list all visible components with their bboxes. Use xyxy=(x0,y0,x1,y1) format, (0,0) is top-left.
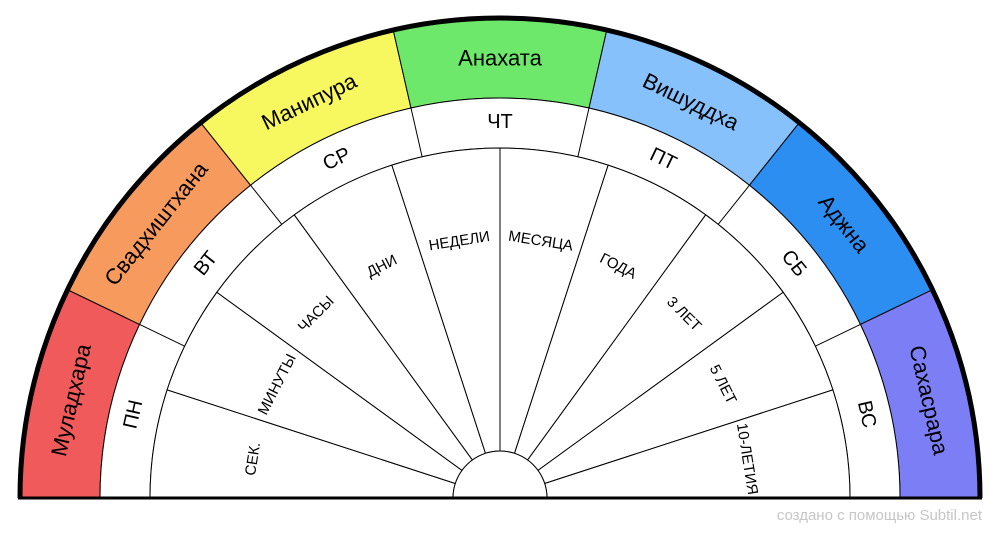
center-hub xyxy=(452,450,548,499)
weekday-label-4: ЧТ xyxy=(487,111,513,133)
weekday-divider xyxy=(577,107,590,157)
outer-arc-border xyxy=(17,15,983,499)
weekday-divider xyxy=(139,323,185,347)
watermark-text: создано с помощью Subtil.net xyxy=(776,507,982,524)
weekday-divider xyxy=(410,107,423,157)
weekday-divider xyxy=(815,323,861,347)
arc-outline xyxy=(17,15,983,500)
chakra-label-4: Анахата xyxy=(458,46,542,71)
period-label-сек: СЕК. xyxy=(242,441,264,477)
weekday-divider xyxy=(250,184,283,225)
weekday-divider xyxy=(717,184,750,225)
